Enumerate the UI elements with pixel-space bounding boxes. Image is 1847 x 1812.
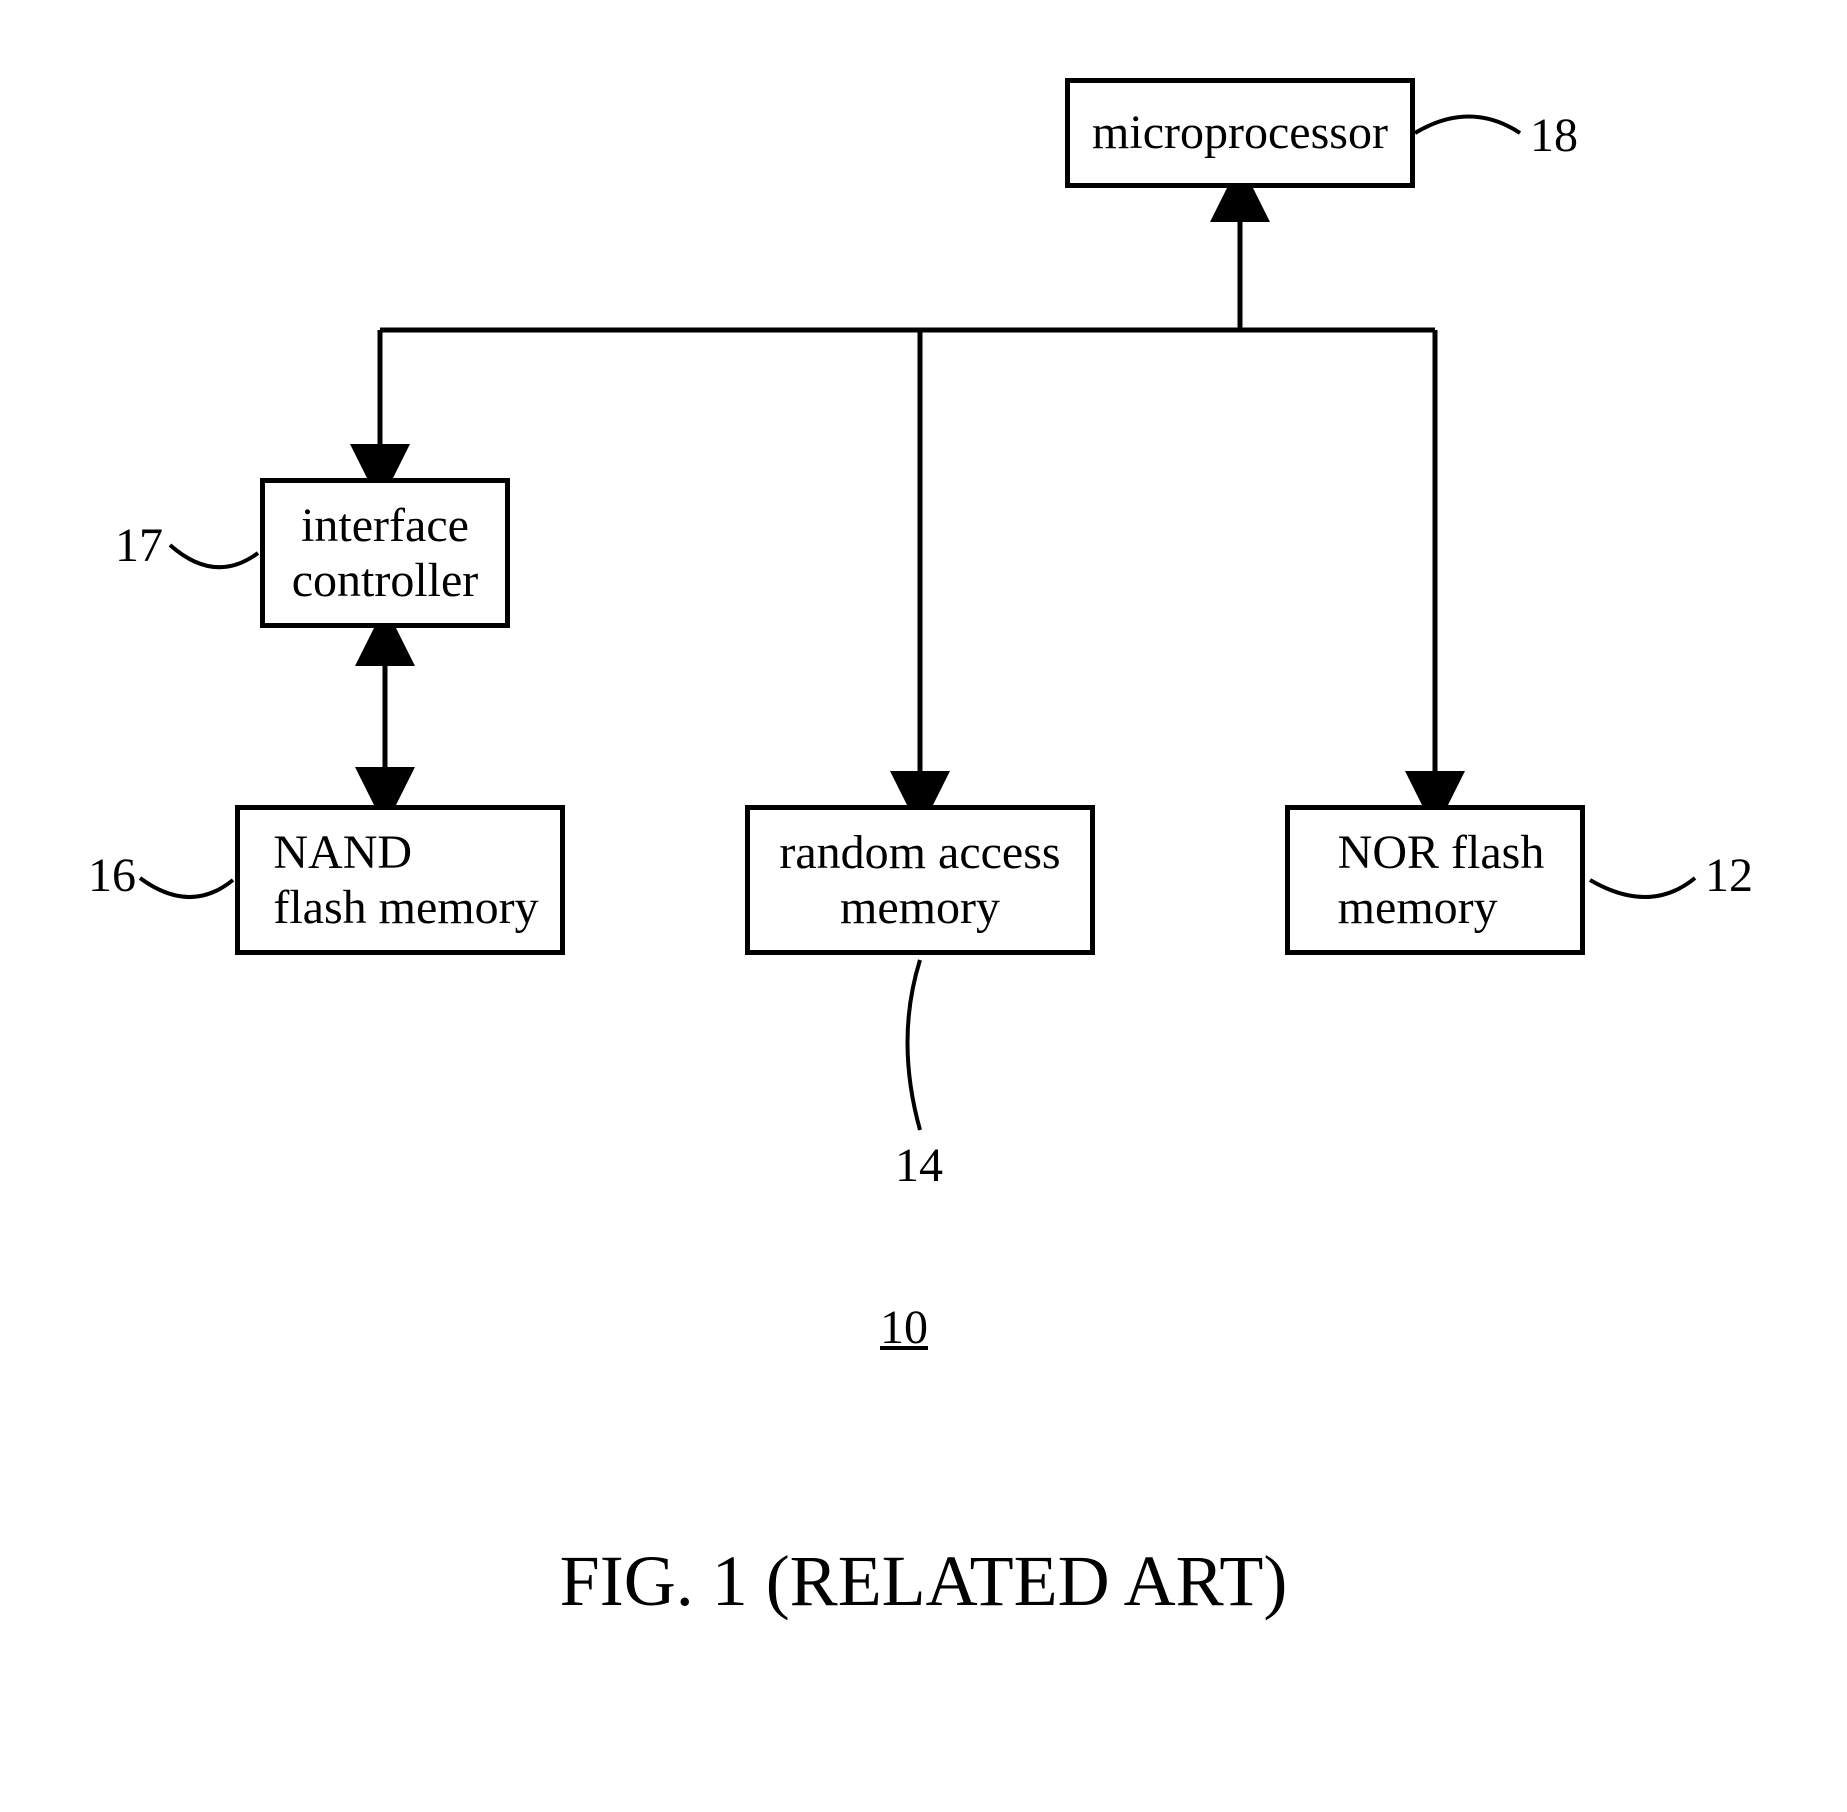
ref-16: 16 bbox=[88, 848, 136, 903]
node-nand-flash-label: NAND flash memory bbox=[261, 825, 538, 935]
node-interface-controller-label: interface controller bbox=[292, 498, 479, 608]
node-ram: random access memory bbox=[745, 805, 1095, 955]
figure-caption: FIG. 1 (RELATED ART) bbox=[0, 1540, 1847, 1623]
ref-12: 12 bbox=[1705, 848, 1753, 903]
figure-number: 10 bbox=[880, 1300, 928, 1355]
node-interface-controller: interface controller bbox=[260, 478, 510, 628]
node-microprocessor: microprocessor bbox=[1065, 78, 1415, 188]
node-nor-flash-label: NOR flash memory bbox=[1326, 825, 1545, 935]
diagram-canvas: microprocessor interface controller NAND… bbox=[0, 0, 1847, 1812]
ref-14: 14 bbox=[895, 1138, 943, 1193]
node-ram-label: random access memory bbox=[779, 825, 1060, 935]
node-nor-flash: NOR flash memory bbox=[1285, 805, 1585, 955]
ref-17: 17 bbox=[115, 518, 163, 573]
node-microprocessor-label: microprocessor bbox=[1092, 105, 1388, 160]
node-nand-flash: NAND flash memory bbox=[235, 805, 565, 955]
ref-18: 18 bbox=[1530, 108, 1578, 163]
